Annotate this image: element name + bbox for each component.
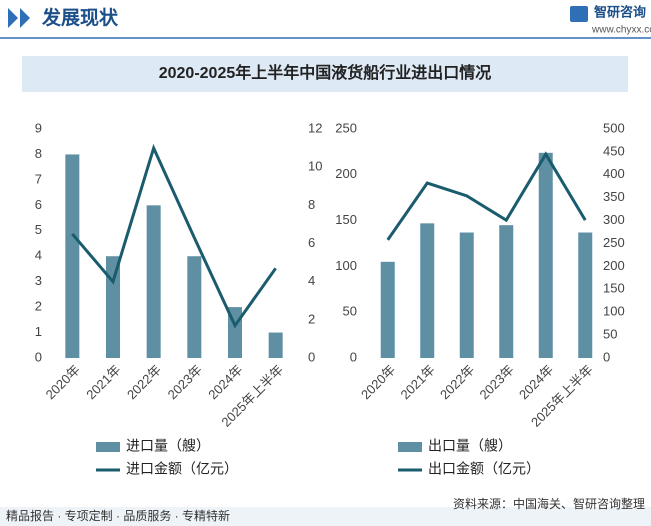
bar	[380, 261, 395, 358]
y2-tick-label: 350	[603, 189, 625, 204]
y-tick-label: 0	[350, 349, 357, 364]
brand-logo	[570, 6, 588, 22]
y-tick-label: 1	[35, 324, 42, 339]
header-icon	[8, 8, 30, 28]
y2-tick-label: 10	[308, 159, 322, 174]
footer-band	[0, 507, 651, 526]
header-title: 发展现状	[41, 6, 119, 29]
bar	[146, 205, 161, 358]
bar	[459, 232, 474, 358]
footer-source: 资料来源：中国海关、智研咨询整理	[453, 496, 645, 511]
legend-label: 进口金额（亿元）	[126, 461, 238, 477]
y2-tick-label: 200	[603, 258, 625, 273]
bar	[578, 232, 593, 358]
y-tick-label: 0	[35, 349, 42, 364]
y2-tick-label: 0	[308, 349, 315, 364]
y2-tick-label: 500	[603, 120, 625, 135]
bar	[106, 256, 120, 358]
y2-tick-label: 50	[603, 327, 617, 342]
y-tick-label: 3	[35, 273, 42, 288]
legend-label: 出口金额（亿元）	[428, 461, 540, 477]
y2-tick-label: 8	[308, 197, 315, 212]
y-tick-label: 200	[335, 166, 357, 181]
legend-label: 出口量（艘）	[428, 438, 512, 454]
legend-swatch	[398, 442, 422, 452]
y2-tick-label: 400	[603, 166, 625, 181]
y2-tick-label: 250	[603, 235, 625, 250]
y2-tick-label: 2	[308, 311, 315, 326]
title-box	[22, 56, 628, 92]
y2-tick-label: 0	[603, 349, 610, 364]
brand: 智研咨询	[594, 4, 646, 19]
bar	[538, 152, 553, 358]
y2-tick-label: 12	[308, 120, 322, 135]
y2-tick-label: 6	[308, 235, 315, 250]
y2-tick-label: 100	[603, 304, 625, 319]
line	[386, 151, 587, 241]
y-tick-label: 6	[35, 197, 42, 212]
y2-tick-label: 150	[603, 281, 625, 296]
y-tick-label: 4	[35, 248, 42, 263]
y-tick-label: 5	[35, 222, 42, 237]
y-tick-label: 150	[335, 212, 357, 227]
bar	[65, 154, 80, 358]
y-tick-label: 100	[335, 258, 357, 273]
footer-slogan: 精品报告 · 专项定制 · 品质服务 · 专精特新	[6, 508, 230, 523]
line	[71, 143, 277, 329]
y-tick-label: 50	[343, 304, 357, 319]
bar	[499, 225, 514, 358]
y2-tick-label: 4	[308, 273, 315, 288]
brand-url: www.chyxx.com	[591, 25, 651, 36]
legend-label: 进口量（艘）	[126, 438, 210, 454]
figure-title: 2020-2025年上半年中国液货船行业进出口情况	[159, 63, 492, 82]
y-tick-label: 2	[35, 299, 42, 314]
y2-tick-label: 300	[603, 212, 625, 227]
bar	[420, 223, 435, 358]
y-tick-label: 9	[35, 120, 42, 135]
legend-swatch	[96, 442, 120, 452]
bar	[187, 256, 202, 358]
y2-tick-label: 450	[603, 143, 625, 158]
y-tick-label: 8	[35, 146, 42, 161]
y-tick-label: 250	[335, 120, 357, 135]
bar	[268, 332, 283, 358]
y-tick-label: 7	[35, 171, 42, 186]
